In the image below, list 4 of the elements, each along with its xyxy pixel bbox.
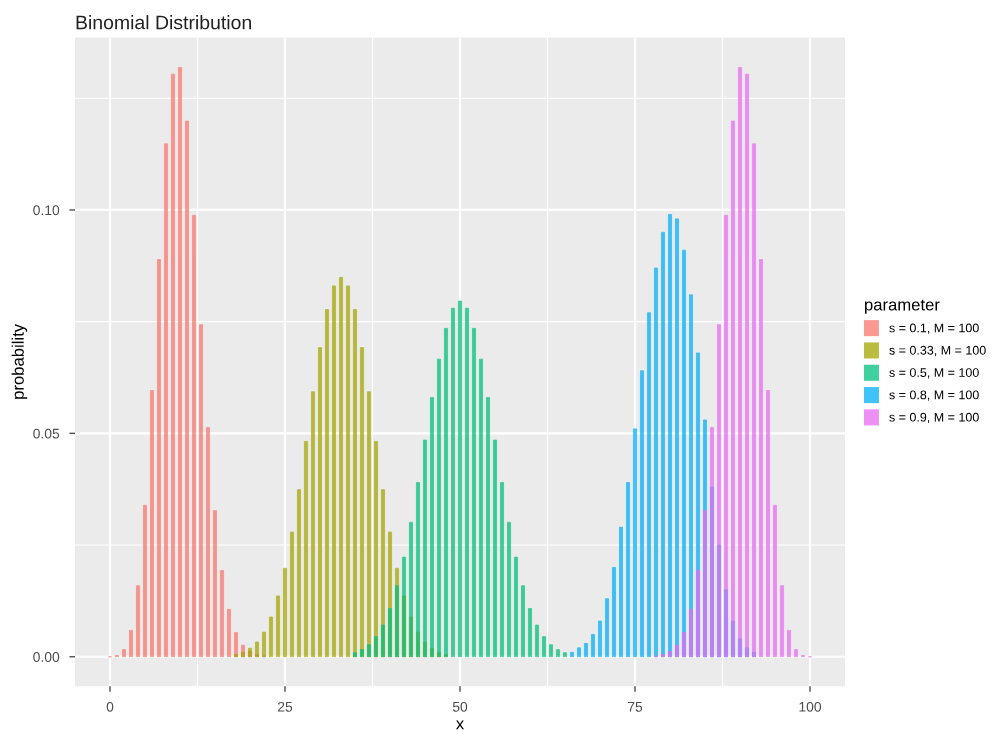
- legend-title: parameter: [865, 299, 940, 314]
- x-axis-title: x: [456, 720, 464, 730]
- chart-title: Binomial Distribution: [76, 15, 251, 30]
- y-axis-title: probability: [11, 323, 28, 399]
